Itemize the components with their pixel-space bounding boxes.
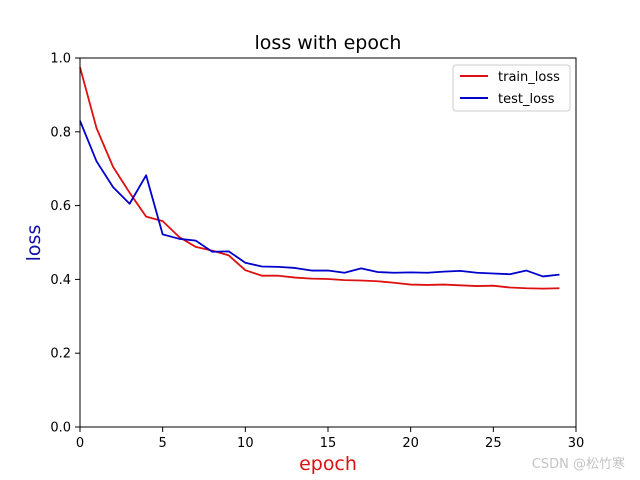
x-tick-label: 5 [159,436,167,451]
x-tick-label: 15 [320,436,337,451]
legend: train_loss test_loss [452,64,571,112]
legend-label-train-loss: train_loss [498,70,560,85]
chart-title: loss with epoch [255,32,402,54]
series-line-train-loss [79,66,560,290]
x-tick-label: 20 [402,436,419,451]
plot-area-frame [79,57,577,428]
x-tick-label: 0 [76,436,84,451]
series-line-test-loss [79,120,560,278]
y-tick-label: 0.2 [50,347,71,362]
y-axis-title: loss [23,225,45,262]
y-tick-label: 1.0 [50,52,71,67]
x-axis-title: epoch [299,453,357,475]
watermark-text: CSDN @松竹寒 [532,456,625,472]
y-tick-label: 0.6 [50,199,71,214]
x-tick-label: 25 [485,436,502,451]
y-axis-ticks: 0.0 0.2 0.4 0.6 0.8 1.0 [50,52,80,436]
x-axis-ticks: 0 5 10 15 20 25 30 [76,427,584,451]
x-tick-label: 10 [237,436,254,451]
legend-label-test-loss: test_loss [498,92,555,107]
y-tick-label: 0.8 [50,125,71,140]
series-layer [79,66,560,290]
y-tick-label: 0.0 [50,421,71,436]
y-tick-label: 0.4 [50,273,71,288]
x-tick-label: 30 [568,436,585,451]
